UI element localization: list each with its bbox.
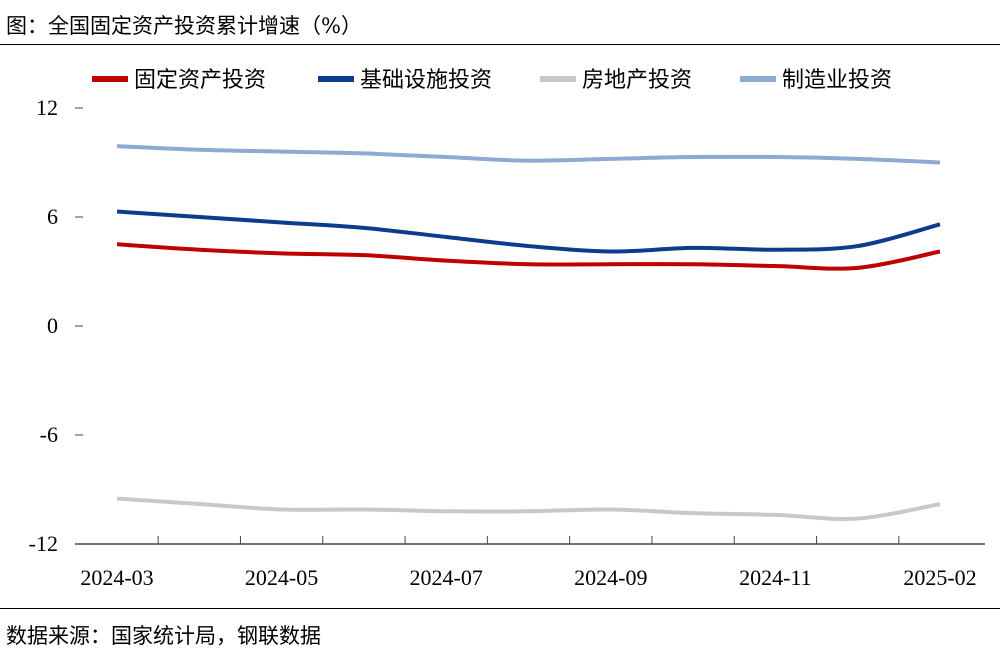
x-tick-label: 2024-11 bbox=[739, 565, 812, 590]
series-line-4 bbox=[116, 144, 941, 165]
bottom-divider bbox=[0, 608, 1000, 609]
y-tick-label: 6 bbox=[47, 204, 58, 229]
series-line-2 bbox=[116, 209, 941, 254]
y-tick-label: 0 bbox=[47, 313, 58, 338]
y-tick-label: -12 bbox=[29, 531, 58, 556]
series-line-3 bbox=[116, 496, 941, 521]
x-tick-label: 2024-07 bbox=[410, 565, 483, 590]
chart-title: 图：全国固定资产投资累计增速（%） bbox=[6, 14, 362, 38]
y-tick-label: 12 bbox=[36, 95, 58, 120]
x-tick-label: 2024-05 bbox=[245, 565, 318, 590]
legend-label: 基础设施投资 bbox=[360, 68, 492, 93]
y-tick-label: -6 bbox=[40, 422, 58, 447]
legend-label: 房地产投资 bbox=[582, 68, 692, 93]
source-note: 数据来源：国家统计局，钢联数据 bbox=[6, 624, 321, 648]
legend-label: 固定资产投资 bbox=[134, 68, 266, 93]
legend-label: 制造业投资 bbox=[782, 68, 892, 93]
x-tick-label: 2024-09 bbox=[574, 565, 647, 590]
top-divider bbox=[0, 44, 1000, 45]
x-tick-label: 2025-02 bbox=[903, 565, 976, 590]
x-tick-label: 2024-03 bbox=[80, 565, 153, 590]
